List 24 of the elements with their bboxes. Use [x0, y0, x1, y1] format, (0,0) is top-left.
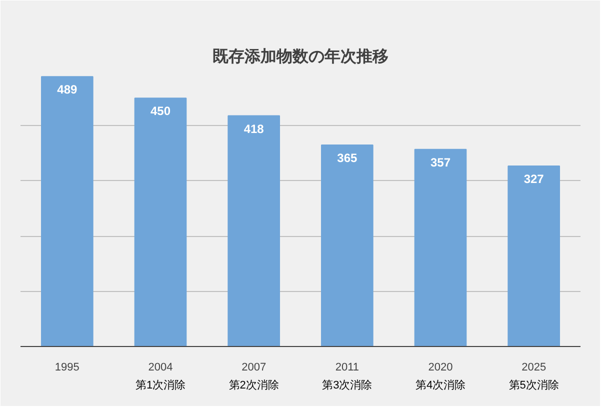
data-label: 418 — [244, 122, 264, 136]
x-tick-label: 1995 — [54, 362, 80, 374]
x-tick-label: 2004 — [148, 362, 173, 374]
x-tick-label: 2011 — [335, 362, 359, 374]
bar — [508, 165, 560, 346]
bar — [41, 76, 94, 346]
data-label: 489 — [57, 82, 78, 97]
chart-title: 既存添加物数の年次推移 — [212, 46, 388, 66]
bar — [134, 98, 187, 346]
text: 第2次消除 — [228, 378, 279, 392]
data-label: 450 — [150, 104, 171, 118]
x-tick-label: 2020 — [428, 362, 453, 374]
data-label: 365 — [337, 151, 358, 166]
data-label: 357 — [430, 155, 451, 170]
x-tick-label: 2025 — [522, 362, 546, 374]
text: 第1次消除 — [135, 378, 186, 392]
text: 第4次消除 — [415, 378, 466, 392]
bar — [228, 115, 280, 346]
bar — [414, 148, 467, 346]
text: 第3次消除 — [322, 378, 372, 392]
bar — [321, 144, 374, 346]
data-label: 327 — [524, 172, 544, 186]
x-tick-label: 2007 — [242, 362, 266, 374]
text: 第5次消除 — [508, 378, 559, 392]
